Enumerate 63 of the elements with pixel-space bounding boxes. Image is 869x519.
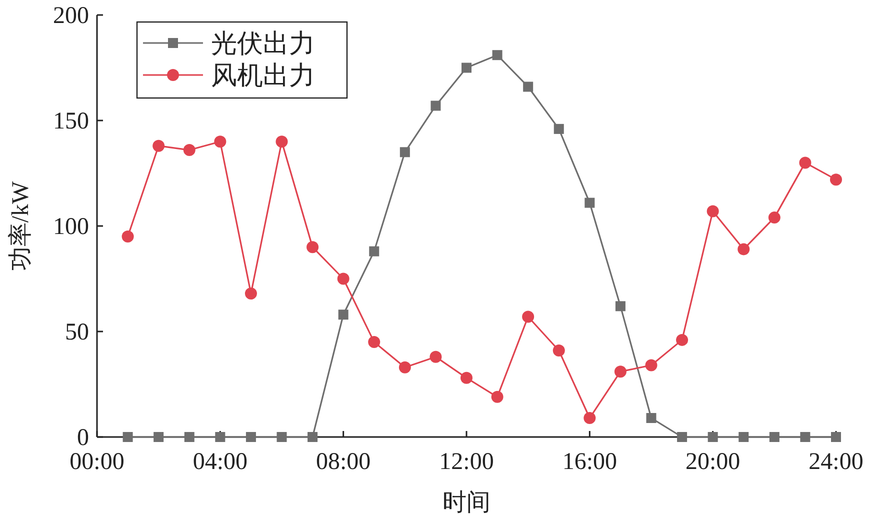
point bbox=[830, 174, 842, 186]
x-tick-label: 04:00 bbox=[192, 449, 248, 475]
x-tick-label: 24:00 bbox=[808, 449, 864, 475]
y-tick-label: 150 bbox=[53, 108, 89, 134]
point bbox=[337, 272, 350, 285]
point bbox=[338, 310, 348, 320]
point bbox=[460, 372, 472, 384]
x-tick-label: 12:00 bbox=[439, 449, 494, 475]
point bbox=[799, 156, 812, 169]
legend-label: 风机出力 bbox=[211, 61, 315, 90]
y-tick-label: 0 bbox=[77, 425, 89, 451]
point bbox=[462, 62, 472, 73]
legend-label: 光伏出力 bbox=[211, 29, 315, 58]
point bbox=[646, 413, 656, 424]
point bbox=[523, 82, 534, 92]
point bbox=[615, 301, 626, 312]
point bbox=[154, 432, 164, 442]
y-tick-label: 100 bbox=[53, 214, 89, 240]
point bbox=[584, 198, 595, 208]
point bbox=[122, 230, 134, 243]
x-axis-title: 时间 bbox=[442, 490, 490, 516]
point bbox=[308, 432, 318, 442]
point bbox=[768, 212, 780, 224]
point bbox=[276, 136, 288, 148]
point bbox=[306, 241, 319, 254]
point bbox=[369, 246, 380, 256]
point bbox=[214, 136, 226, 148]
y-tick-label: 50 bbox=[65, 320, 89, 346]
point bbox=[184, 432, 194, 442]
point bbox=[492, 50, 502, 60]
point bbox=[246, 432, 256, 442]
x-tick-label: 08:00 bbox=[316, 449, 371, 475]
point bbox=[276, 432, 287, 442]
point bbox=[491, 390, 504, 403]
point bbox=[708, 432, 718, 442]
point bbox=[554, 124, 564, 134]
point bbox=[552, 344, 565, 356]
x-tick-label: 00:00 bbox=[70, 449, 124, 475]
point bbox=[676, 334, 688, 346]
point bbox=[738, 243, 750, 256]
point bbox=[738, 432, 749, 442]
point bbox=[152, 140, 165, 152]
y-axis-title: 功率/kW bbox=[7, 180, 34, 271]
point bbox=[215, 432, 226, 442]
point bbox=[430, 350, 442, 363]
point bbox=[584, 412, 596, 424]
y-tick-label: 200 bbox=[53, 3, 89, 29]
point bbox=[800, 432, 810, 442]
point bbox=[430, 100, 441, 111]
x-tick-label: 16:00 bbox=[562, 449, 618, 475]
x-tick-label: 20:00 bbox=[685, 449, 740, 475]
point bbox=[677, 432, 688, 442]
point bbox=[614, 366, 626, 378]
point bbox=[368, 336, 380, 348]
point bbox=[522, 310, 534, 323]
point bbox=[400, 147, 410, 158]
point bbox=[645, 359, 658, 372]
point bbox=[244, 288, 257, 300]
point bbox=[706, 205, 719, 218]
point bbox=[769, 432, 780, 442]
point bbox=[122, 432, 133, 442]
point bbox=[183, 144, 196, 156]
point bbox=[398, 361, 411, 374]
